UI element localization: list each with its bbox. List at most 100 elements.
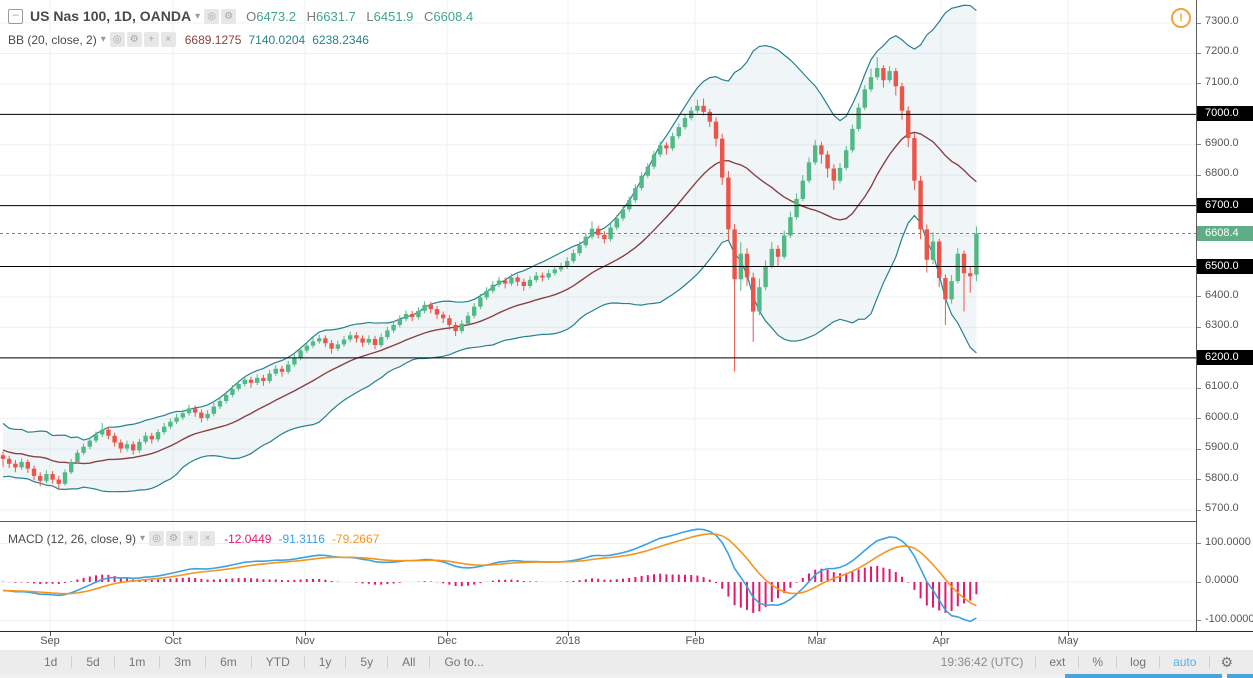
timeframe-button-ytd[interactable]: YTD (265, 655, 290, 669)
close-value: 6608.4 (433, 8, 474, 24)
time-axis[interactable]: Sep Oct Nov Dec 2018 Feb Mar Apr May (0, 632, 1253, 650)
timeframe-button-goto[interactable]: Go to... (444, 655, 484, 669)
time-axis-label: Oct (164, 635, 182, 647)
price-tick-mark (1197, 326, 1201, 328)
scale-option-ext[interactable]: ext (1049, 655, 1066, 669)
eye-icon[interactable]: ◎ (149, 531, 165, 546)
price-axis[interactable]: 7300.0 7200.0 7100.0 7000.0 6900.0 6800.0 6700… (1196, 0, 1253, 631)
price-axis-label: 7100.0 (1205, 75, 1239, 88)
price-axis-label: 6400.0 (1205, 288, 1239, 301)
close-icon[interactable]: × (160, 32, 176, 47)
chevron-down-icon[interactable]: ▾ (140, 533, 146, 544)
divider (205, 656, 207, 668)
divider (250, 656, 252, 668)
time-axis-label: Dec (437, 635, 457, 647)
macd-axis-label: -100.0000 (1205, 612, 1253, 625)
chevron-down-icon[interactable]: ▾ (100, 34, 106, 45)
price-level-badge: 7000.0 (1197, 106, 1253, 122)
plus-icon[interactable]: + (143, 32, 159, 47)
low-value: 6451.9 (373, 8, 414, 24)
macd-line-value: -91.3116 (278, 531, 325, 546)
bb-legend: BB (20, close, 2) ▾ ◎ ⚙ + × 6689.1275 71… (8, 32, 369, 47)
price-axis-label: 5800.0 (1205, 471, 1239, 484)
scrollbar-segment[interactable] (1065, 674, 1222, 678)
scale-option-auto[interactable]: auto (1173, 655, 1197, 669)
plus-icon[interactable]: + (183, 531, 199, 546)
timeframe-button-3m[interactable]: 3m (174, 655, 192, 669)
gear-icon[interactable]: ⚙ (221, 8, 237, 24)
divider (429, 656, 431, 668)
divider (1159, 656, 1161, 668)
time-axis-label: 2018 (555, 635, 581, 647)
divider (159, 656, 161, 668)
timeframe-button-all[interactable]: All (402, 655, 416, 669)
ohlc-readout: O6473.2 H6631.7 L6451.9 C6608.4 (246, 8, 474, 24)
timeframe-button-1y[interactable]: 1y (318, 655, 332, 669)
clock-readout: 19:36:42 (UTC) (940, 655, 1024, 669)
price-axis-label: 6800.0 (1205, 167, 1239, 180)
divider (71, 656, 73, 668)
time-axis-label: Apr (932, 635, 950, 647)
time-tick-mark (1068, 632, 1069, 636)
price-tick-mark (1197, 479, 1201, 481)
time-axis-label: Sep (40, 635, 60, 647)
time-tick-mark (941, 632, 942, 636)
settings-gear-icon[interactable]: ⚙ (1220, 653, 1233, 670)
price-axis-label: 7200.0 (1205, 45, 1239, 58)
price-tick-mark (1197, 22, 1201, 24)
symbol-title: US Nas 100, 1D, OANDA (30, 8, 192, 24)
timeframe-button-5y[interactable]: 5y (360, 655, 374, 669)
gear-icon[interactable]: ⚙ (166, 531, 182, 546)
price-level-badge: 6200.0 (1197, 349, 1253, 365)
macd-axis-label: 100.0000 (1205, 535, 1251, 548)
price-tick-mark (1197, 387, 1201, 389)
macd-axis-label: 0.0000 (1205, 574, 1239, 586)
macd-indicator-name: MACD (12, 26, close, 9) (8, 531, 137, 546)
chevron-down-icon[interactable]: ▾ (195, 10, 201, 22)
price-tick-mark (1197, 509, 1201, 511)
price-tick-mark (1197, 418, 1201, 420)
divider (1078, 656, 1080, 668)
price-tick-mark (1197, 296, 1201, 298)
eye-icon[interactable]: ◎ (109, 32, 125, 47)
time-tick-mark (695, 632, 696, 636)
collapse-pane-icon[interactable]: – (8, 8, 23, 24)
bb-basis-value: 6689.1275 (184, 32, 242, 47)
alert-warning-icon[interactable]: ! (1171, 8, 1191, 28)
time-axis-border (0, 631, 1253, 632)
price-level-badge: 6500.0 (1197, 258, 1253, 274)
pane-divider[interactable] (0, 521, 1253, 522)
macd-signal-value: -79.2667 (331, 531, 380, 546)
divider (303, 656, 305, 668)
bb-upper-value: 7140.0204 (248, 32, 306, 47)
timeframe-button-6m[interactable]: 6m (220, 655, 237, 669)
bottom-strip (0, 674, 1253, 678)
price-axis-label: 7300.0 (1205, 15, 1239, 27)
price-tick-mark (1197, 83, 1201, 85)
scale-option-log[interactable]: log (1130, 655, 1147, 669)
timeframe-button-1m[interactable]: 1m (128, 655, 146, 669)
scrollbar-segment[interactable] (1227, 674, 1253, 678)
last-price-badge: 6608.4 (1197, 225, 1253, 241)
time-axis-label: Mar (807, 635, 827, 647)
divider (387, 656, 389, 668)
gear-icon[interactable]: ⚙ (126, 32, 142, 47)
time-tick-mark (305, 632, 306, 636)
eye-icon[interactable]: ◎ (204, 8, 220, 24)
macd-legend: MACD (12, 26, close, 9) ▾ ◎ ⚙ + × -12.04… (8, 531, 379, 546)
price-axis-label: 6900.0 (1205, 136, 1239, 149)
close-icon[interactable]: × (200, 531, 216, 546)
price-tick-mark (1197, 174, 1201, 176)
time-axis-label: Nov (295, 635, 315, 647)
timeframe-button-1d[interactable]: 1d (44, 655, 58, 669)
scale-option-percent[interactable]: % (1092, 655, 1104, 669)
price-chart[interactable] (0, 0, 1196, 521)
bb-indicator-name: BB (20, close, 2) (8, 32, 97, 47)
timeframe-button-5d[interactable]: 5d (86, 655, 100, 669)
price-axis-label: 5900.0 (1205, 441, 1239, 454)
bottom-toolbar: 1d 5d 1m 3m 6m YTD 1y 5y All Go to... 19:36:42 (U… (0, 650, 1253, 674)
bb-lower-value: 6238.2346 (312, 32, 369, 47)
macd-chart[interactable] (0, 521, 1196, 631)
price-axis-label: 6100.0 (1205, 380, 1239, 393)
